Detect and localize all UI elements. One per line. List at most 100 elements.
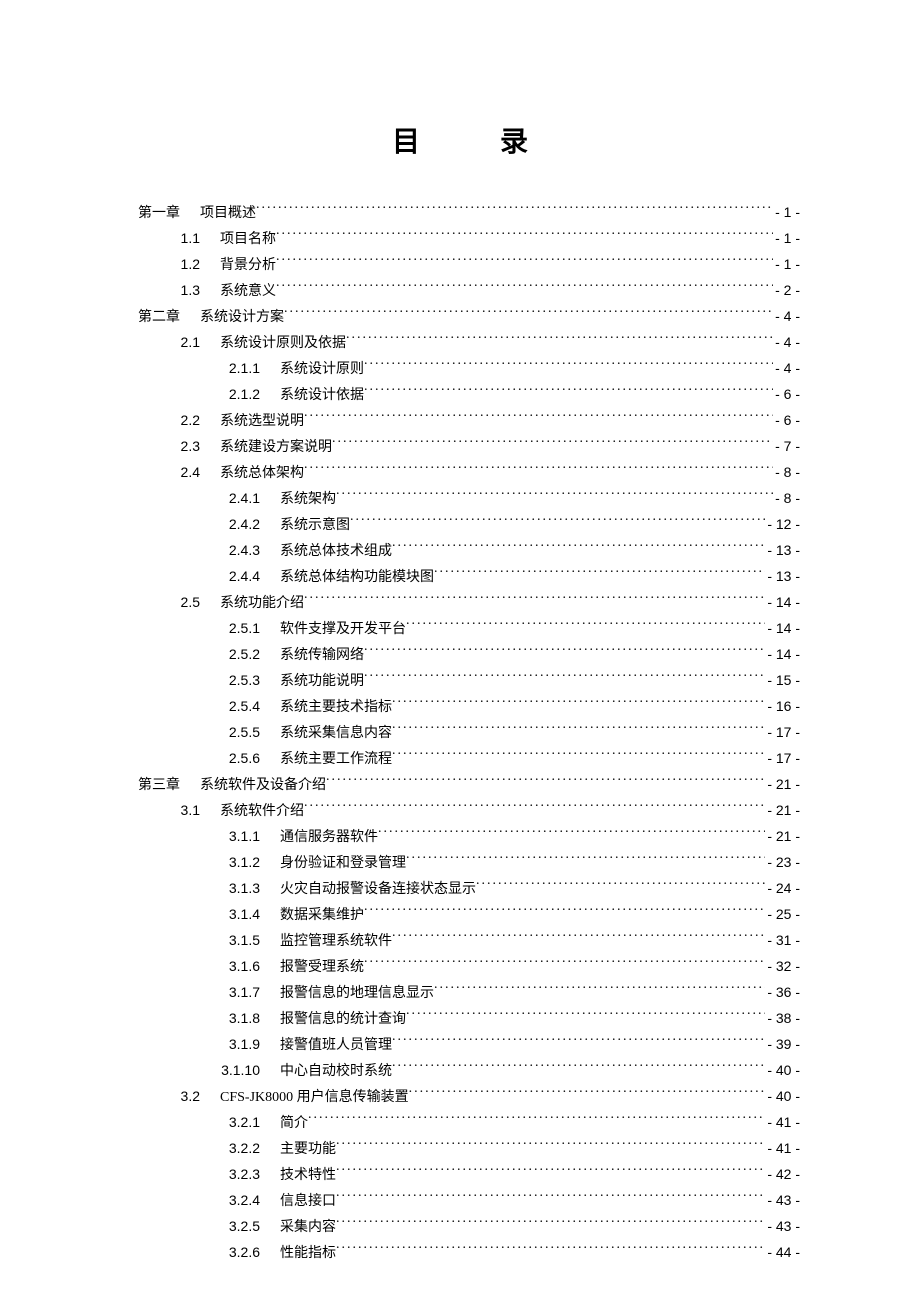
- toc-entry-page: - 4 -: [773, 330, 800, 354]
- toc-entry-title: 系统设计方案: [200, 306, 284, 330]
- toc-entry-title: 数据采集维护: [280, 904, 364, 928]
- toc-leader-dots: [304, 411, 773, 425]
- toc-entry-number: 3.2.1: [120, 1110, 260, 1134]
- toc-entry-page: - 38 -: [765, 1006, 800, 1030]
- toc-entry-page: - 40 -: [765, 1084, 800, 1108]
- toc-entry: 2.5.2系统传输网络- 14 -: [120, 642, 800, 668]
- toc-entry: 3.1.8报警信息的统计查询- 38 -: [120, 1006, 800, 1032]
- toc-entry-page: - 41 -: [765, 1110, 800, 1134]
- toc-entry-page: - 21 -: [765, 772, 800, 796]
- toc-entry-title: 监控管理系统软件: [280, 930, 392, 954]
- toc-entry-title: CFS-JK8000 用户信息传输装置: [220, 1086, 409, 1110]
- toc-entry-number: 3.1.4: [120, 902, 260, 926]
- toc-entry-page: - 1 -: [773, 252, 800, 276]
- toc-entry-number: 3.1: [120, 798, 200, 822]
- toc-entry-page: - 14 -: [765, 590, 800, 614]
- toc-entry: 3.1.5监控管理系统软件- 31 -: [120, 928, 800, 954]
- toc-leader-dots: [378, 827, 765, 841]
- toc-entry-title: 项目概述: [200, 202, 256, 226]
- toc-entry-title: 系统设计依据: [280, 384, 364, 408]
- toc-leader-dots: [276, 255, 773, 269]
- toc-entry-page: - 13 -: [765, 564, 800, 588]
- toc-entry: 2.5 系统功能介绍 - 14 -: [120, 590, 800, 616]
- toc-entry: 3.1.7报警信息的地理信息显示- 36 -: [120, 980, 800, 1006]
- toc-entry-page: - 40 -: [765, 1058, 800, 1082]
- toc-leader-dots: [406, 853, 765, 867]
- toc-leader-dots: [336, 1191, 765, 1205]
- toc-entry-number: 2.4.3: [120, 538, 260, 562]
- toc-entry-page: - 15 -: [765, 668, 800, 692]
- toc-entry: 2.5.4系统主要技术指标- 16 -: [120, 694, 800, 720]
- toc-entry-number: 1.3: [120, 278, 200, 302]
- toc-entry: 1.1 项目名称 - 1 -: [120, 226, 800, 252]
- table-of-contents: 第一章项目概述- 1 -1.1项目名称- 1 -1.2背景分析- 1 -1.3系…: [120, 200, 800, 1266]
- toc-entry-page: - 4 -: [773, 356, 800, 380]
- toc-entry: 3.2.5采集内容- 43 -: [120, 1214, 800, 1240]
- toc-entry-title: 系统主要技术指标: [280, 696, 392, 720]
- toc-entry-number: 3.2.2: [120, 1136, 260, 1160]
- toc-entry-number: 3.1.6: [120, 954, 260, 978]
- toc-leader-dots: [304, 801, 765, 815]
- toc-leader-dots: [392, 541, 765, 555]
- toc-entry: 1.2背景分析- 1 -: [120, 252, 800, 278]
- toc-entry-number: 2.1: [120, 330, 200, 354]
- toc-leader-dots: [476, 879, 765, 893]
- toc-leader-dots: [392, 1035, 765, 1049]
- toc-entry-page: - 21 -: [765, 824, 800, 848]
- toc-entry-page: - 1 -: [773, 226, 800, 250]
- document-title: 目录: [120, 120, 800, 160]
- toc-entry: 1.3系统意义- 2 -: [120, 278, 800, 304]
- toc-entry-number: 2.3: [120, 434, 200, 458]
- toc-leader-dots: [364, 385, 773, 399]
- toc-entry-number: 2.4: [120, 460, 200, 484]
- toc-entry-title: 火灾自动报警设备连接状态显示: [280, 878, 476, 902]
- toc-entry-page: - 16 -: [765, 694, 800, 718]
- toc-entry: 第三章系统软件及设备介绍 - 21 -: [120, 772, 800, 798]
- toc-entry-number: 第三章: [120, 774, 180, 798]
- toc-entry-number: 1.1: [120, 226, 200, 250]
- toc-leader-dots: [350, 515, 765, 529]
- toc-entry: 3.1.2身份验证和登录管理- 23 -: [120, 850, 800, 876]
- toc-entry-page: - 24 -: [765, 876, 800, 900]
- toc-leader-dots: [406, 619, 765, 633]
- toc-entry-page: - 7 -: [773, 434, 800, 458]
- toc-entry: 2.4.1系统架构- 8 -: [120, 486, 800, 512]
- toc-leader-dots: [392, 749, 765, 763]
- toc-entry-title: 系统功能说明: [280, 670, 364, 694]
- toc-entry-number: 3.2.6: [120, 1240, 260, 1264]
- toc-leader-dots: [364, 905, 765, 919]
- toc-leader-dots: [336, 1243, 765, 1257]
- toc-leader-dots: [308, 1113, 765, 1127]
- toc-leader-dots: [304, 463, 773, 477]
- toc-leader-dots: [392, 723, 765, 737]
- toc-entry-number: 3.1.10: [120, 1058, 260, 1082]
- toc-entry: 2.2系统选型说明- 6 -: [120, 408, 800, 434]
- toc-entry-title: 报警信息的地理信息显示: [280, 982, 434, 1006]
- toc-entry-page: - 14 -: [765, 642, 800, 666]
- toc-entry: 3.2.2主要功能- 41 -: [120, 1136, 800, 1162]
- toc-entry-title: 系统软件及设备介绍: [200, 774, 326, 798]
- toc-entry: 2.1 系统设计原则及依据 - 4 -: [120, 330, 800, 356]
- toc-entry-number: 2.4.1: [120, 486, 260, 510]
- toc-entry-page: - 17 -: [765, 746, 800, 770]
- toc-entry-page: - 6 -: [773, 408, 800, 432]
- toc-leader-dots: [364, 671, 765, 685]
- toc-entry-title: 系统设计原则及依据: [220, 332, 346, 356]
- toc-entry-number: 2.1.1: [120, 356, 260, 380]
- toc-entry-page: - 36 -: [765, 980, 800, 1004]
- toc-entry-page: - 14 -: [765, 616, 800, 640]
- toc-entry-title: 系统功能介绍: [220, 592, 304, 616]
- toc-leader-dots: [392, 1061, 765, 1075]
- toc-entry: 2.1.2系统设计依据- 6 -: [120, 382, 800, 408]
- toc-entry-number: 2.5.3: [120, 668, 260, 692]
- toc-entry-title: 项目名称: [220, 228, 276, 252]
- toc-entry-number: 第一章: [120, 202, 180, 226]
- toc-entry-number: 2.5.6: [120, 746, 260, 770]
- toc-entry-number: 2.5: [120, 590, 200, 614]
- toc-entry: 第二章系统设计方案- 4 -: [120, 304, 800, 330]
- toc-entry-title: 报警受理系统: [280, 956, 364, 980]
- toc-entry-title: 通信服务器软件: [280, 826, 378, 850]
- toc-entry-number: 3.2.3: [120, 1162, 260, 1186]
- toc-entry-page: - 8 -: [773, 460, 800, 484]
- toc-entry-page: - 39 -: [765, 1032, 800, 1056]
